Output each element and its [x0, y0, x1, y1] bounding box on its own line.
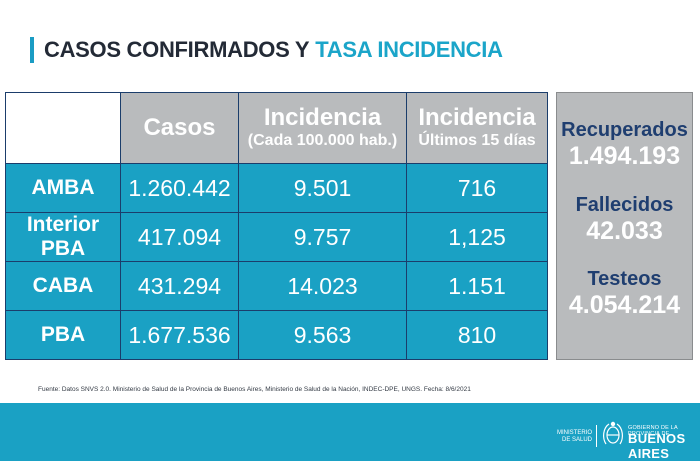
- title-part-2: TASA INCIDENCIA: [315, 37, 503, 62]
- row-label: PBA: [5, 310, 121, 360]
- cell-incidencia: 9.757: [238, 212, 407, 262]
- source-note: Fuente: Datos SNVS 2.0. Ministerio de Sa…: [38, 386, 471, 393]
- ministerio-label: MINISTERIO DE SALUD: [556, 430, 592, 443]
- cell-incidencia: 9.501: [238, 163, 407, 213]
- table-row-caba: CABA 431.294 14.023 1.151: [5, 261, 548, 311]
- row-label: AMBA: [5, 163, 121, 213]
- header-blank-cell: [5, 92, 121, 164]
- cell-casos: 431.294: [120, 261, 239, 311]
- row-label: CABA: [5, 261, 121, 311]
- fallecidos-value: 42.033: [586, 217, 663, 245]
- cell-casos: 417.094: [120, 212, 239, 262]
- recuperados-label: Recuperados: [561, 119, 688, 141]
- logo-divider: [596, 425, 597, 447]
- header-casos: Casos: [120, 92, 239, 164]
- table-row-interior-pba: Interior PBA 417.094 9.757 1,125: [5, 212, 548, 262]
- cell-ultimos-15: 716: [406, 163, 548, 213]
- table-row-amba: AMBA 1.260.442 9.501 716: [5, 163, 548, 213]
- summary-panel: Recuperados 1.494.193 Fallecidos 42.033 …: [556, 92, 693, 360]
- title-part-1: CASOS CONFIRMADOS Y: [44, 37, 310, 62]
- row-label: Interior PBA: [5, 212, 121, 262]
- cell-ultimos-15: 1,125: [406, 212, 548, 262]
- cell-casos: 1.260.442: [120, 163, 239, 213]
- cell-incidencia: 9.563: [238, 310, 407, 360]
- title-accent-bar: [30, 37, 34, 63]
- cell-incidencia: 14.023: [238, 261, 407, 311]
- header-incidencia-15-dias: Incidencia Últimos 15 días: [406, 92, 548, 164]
- testeos-value: 4.054.214: [568, 291, 681, 319]
- fallecidos-label: Fallecidos: [575, 194, 674, 216]
- cell-casos: 1.677.536: [120, 310, 239, 360]
- table-header-row: Casos Incidencia (Cada 100.000 hab.) Inc…: [5, 92, 548, 164]
- buenos-aires-label: BUENOS AIRES: [628, 431, 686, 461]
- cell-ultimos-15: 1.151: [406, 261, 548, 311]
- testeos-label: Testeos: [587, 268, 662, 290]
- cell-ultimos-15: 810: [406, 310, 548, 360]
- page-title: CASOS CONFIRMADOS Y TASA INCIDENCIA: [30, 36, 503, 64]
- recuperados-value: 1.494.193: [568, 142, 681, 170]
- province-seal-icon: [603, 421, 623, 445]
- table-row-pba: PBA 1.677.536 9.563 810: [5, 310, 548, 360]
- gobierno-label: GOBIERNO DE LA PROVINCIA DE: [628, 425, 678, 437]
- footer-band: MINISTERIO DE SALUD GOBIERNO DE LA PROVI…: [0, 403, 700, 461]
- cases-table: Casos Incidencia (Cada 100.000 hab.) Inc…: [5, 92, 548, 360]
- header-incidencia: Incidencia (Cada 100.000 hab.): [238, 92, 407, 164]
